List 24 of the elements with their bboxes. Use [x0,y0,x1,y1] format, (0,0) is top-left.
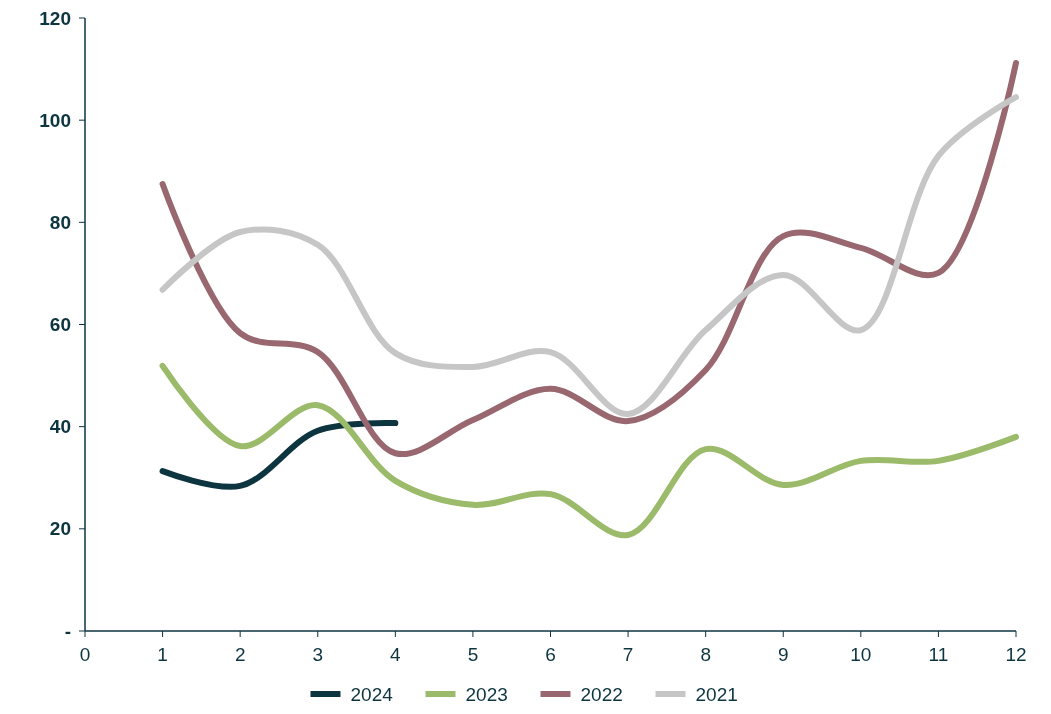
x-tick-label: 11 [928,644,949,665]
x-tick-label: 9 [777,644,789,665]
y-tick-label: 40 [49,416,71,438]
y-tick-label: 100 [39,109,71,131]
x-tick-label: 2 [234,644,246,665]
x-tick-label: 5 [467,644,479,665]
legend-label: 2022 [580,683,623,705]
legend-label: 2023 [465,683,508,705]
x-tick-label: 0 [79,644,91,665]
y-tick-label: 60 [49,314,71,336]
y-tick-label: 20 [49,518,71,540]
y-tick-label: 120 [39,7,71,29]
x-tick-label: 3 [312,644,324,665]
legend-label: 2021 [695,683,738,705]
x-tick-label: 12 [1005,644,1027,665]
legend-label: 2024 [350,683,394,705]
y-tick-label: 80 [49,211,71,233]
y-tick-label: - [64,620,71,642]
x-tick-label: 6 [545,644,556,665]
x-tick-label: 8 [700,644,711,665]
x-tick-label: 4 [390,644,402,665]
x-tick-label: 1 [157,644,168,665]
x-tick-label: 10 [850,644,872,665]
x-tick-label: 7 [622,644,634,665]
